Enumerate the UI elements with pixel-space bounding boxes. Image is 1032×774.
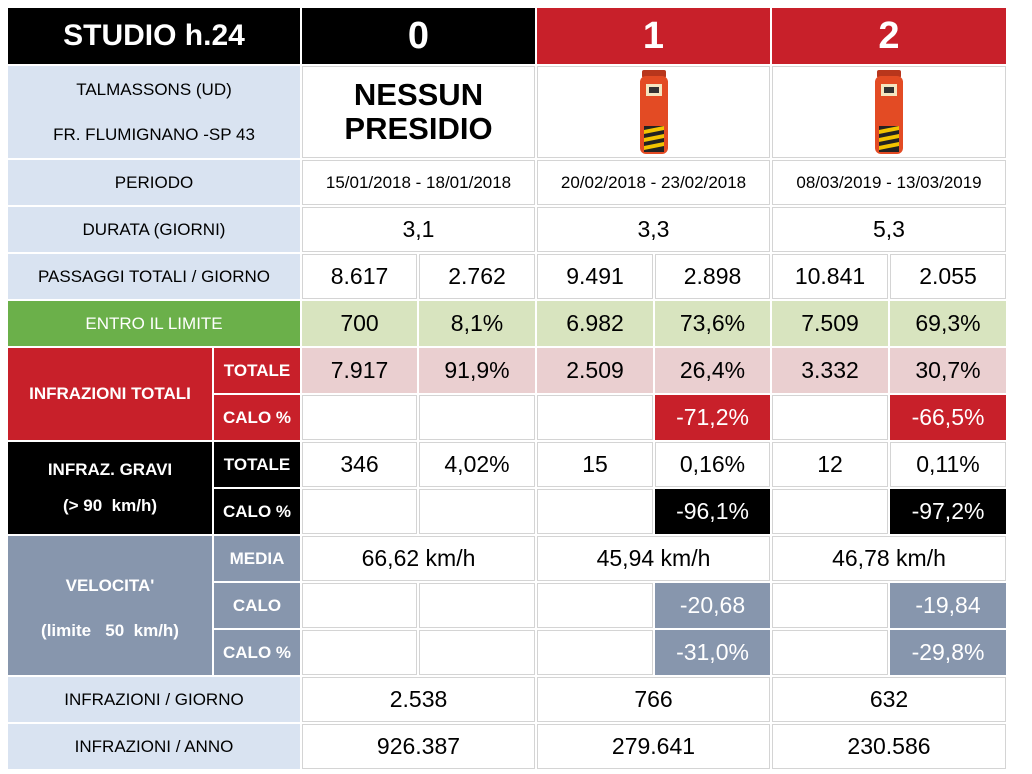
durata-1: 3,3 [537,207,770,252]
no-presidio-cell: NESSUN PRESIDIO [302,66,535,158]
velocita-calo-pct-1b: -31,0% [655,630,770,675]
velocita-calo-1a [537,583,653,628]
infrazioni-tot-0a: 7.917 [302,348,417,393]
periodo-2: 08/03/2019 - 13/03/2019 [772,160,1006,205]
entro-1a: 6.982 [537,301,653,346]
no-presidio-line-1: NESSUN [353,77,484,112]
inf-anno-2: 230.586 [772,724,1006,769]
velocita-calo-pct-2a [772,630,888,675]
passaggi-1a: 9.491 [537,254,653,299]
entro-0a: 700 [302,301,417,346]
gravi-calo-1a [537,489,653,534]
gravi-calo-label: CALO % [214,489,300,534]
location-line-2: FR. FLUMIGNANO -SP 43 [53,125,255,144]
velocita-calo-pct-label: CALO % [214,630,300,675]
infrazioni-calo-0a [302,395,417,440]
infrazioni-totale-label: TOTALE [214,348,300,393]
column-header-0: 0 [302,8,535,64]
inf-anno-0: 926.387 [302,724,535,769]
infrazioni-label: INFRAZIONI TOTALI [8,348,212,440]
velocita-calo-pct-2b: -29,8% [890,630,1006,675]
velocita-media-label: MEDIA [214,536,300,581]
inf-giorno-0: 2.538 [302,677,535,722]
durata-2: 5,3 [772,207,1006,252]
speed-control-box-icon [639,70,668,154]
column-header-1: 1 [537,8,770,64]
velocita-calo-pct-1a [537,630,653,675]
infrazioni-calo-1a [537,395,653,440]
velocita-media-1: 45,94 km/h [537,536,770,581]
inf-giorno-1: 766 [537,677,770,722]
location-line-1: TALMASSONS (UD) [76,80,232,99]
gravi-calo-1b: -96,1% [655,489,770,534]
entro-0b: 8,1% [419,301,535,346]
infrazioni-tot-0b: 91,9% [419,348,535,393]
periodo-label: PERIODO [8,160,300,205]
gravi-tot-2a: 12 [772,442,888,487]
infrazioni-tot-2a: 3.332 [772,348,888,393]
infrazioni-tot-1a: 2.509 [537,348,653,393]
gravi-tot-0b: 4,02% [419,442,535,487]
infrazioni-calo-label: CALO % [214,395,300,440]
infrazioni-calo-2b: -66,5% [890,395,1006,440]
gravi-tot-1b: 0,16% [655,442,770,487]
inf-anno-1: 279.641 [537,724,770,769]
inf-giorno-label: INFRAZIONI / GIORNO [8,677,300,722]
entro-label: ENTRO IL LIMITE [8,301,300,346]
passaggi-2b: 2.055 [890,254,1006,299]
periodo-1: 20/02/2018 - 23/02/2018 [537,160,770,205]
passaggi-1b: 2.898 [655,254,770,299]
speed-study-table: STUDIO h.24 0 1 2 TALMASSONS (UD) FR. FL… [6,6,1008,771]
entro-2a: 7.509 [772,301,888,346]
velocita-media-2: 46,78 km/h [772,536,1006,581]
device-cell-2 [772,66,1006,158]
passaggi-2a: 10.841 [772,254,888,299]
velocita-calo-pct-0a [302,630,417,675]
gravi-calo-0b [419,489,535,534]
column-header-2: 2 [772,8,1006,64]
speed-control-box-icon [875,70,903,154]
gravi-calo-2a [772,489,888,534]
location-label: TALMASSONS (UD) FR. FLUMIGNANO -SP 43 [8,66,300,158]
gravi-totale-label: TOTALE [214,442,300,487]
gravi-calo-2b: -97,2% [890,489,1006,534]
infrazioni-calo-0b [419,395,535,440]
entro-2b: 69,3% [890,301,1006,346]
velocita-calo-0a [302,583,417,628]
durata-0: 3,1 [302,207,535,252]
table-title: STUDIO h.24 [8,8,300,64]
periodo-0: 15/01/2018 - 18/01/2018 [302,160,535,205]
gravi-tot-0a: 346 [302,442,417,487]
velocita-media-0: 66,62 km/h [302,536,535,581]
velocita-calo-2a [772,583,888,628]
velocita-label-line-1: VELOCITA' [65,575,155,595]
passaggi-label: PASSAGGI TOTALI / GIORNO [8,254,300,299]
velocita-calo-pct-0b [419,630,535,675]
device-cell-1 [537,66,770,158]
velocita-calo-2b: -19,84 [890,583,1006,628]
inf-anno-label: INFRAZIONI / ANNO [8,724,300,769]
gravi-tot-2b: 0,11% [890,442,1006,487]
gravi-label-line-2: (> 90 km/h) [62,496,157,515]
velocita-label-line-2: (limite 50 km/h) [41,620,179,640]
velocita-calo-label: CALO [214,583,300,628]
entro-1b: 73,6% [655,301,770,346]
passaggi-0b: 2.762 [419,254,535,299]
infrazioni-tot-2b: 30,7% [890,348,1006,393]
velocita-calo-0b [419,583,535,628]
infrazioni-calo-2a [772,395,888,440]
gravi-calo-0a [302,489,417,534]
velocita-calo-1b: -20,68 [655,583,770,628]
gravi-label: INFRAZ. GRAVI (> 90 km/h) [8,442,212,534]
inf-giorno-2: 632 [772,677,1006,722]
gravi-tot-1a: 15 [537,442,653,487]
passaggi-0a: 8.617 [302,254,417,299]
velocita-label: VELOCITA' (limite 50 km/h) [8,536,212,675]
no-presidio-line-2: PRESIDIO [344,111,493,146]
infrazioni-tot-1b: 26,4% [655,348,770,393]
durata-label: DURATA (GIORNI) [8,207,300,252]
infrazioni-calo-1b: -71,2% [655,395,770,440]
gravi-label-line-1: INFRAZ. GRAVI [47,460,173,479]
